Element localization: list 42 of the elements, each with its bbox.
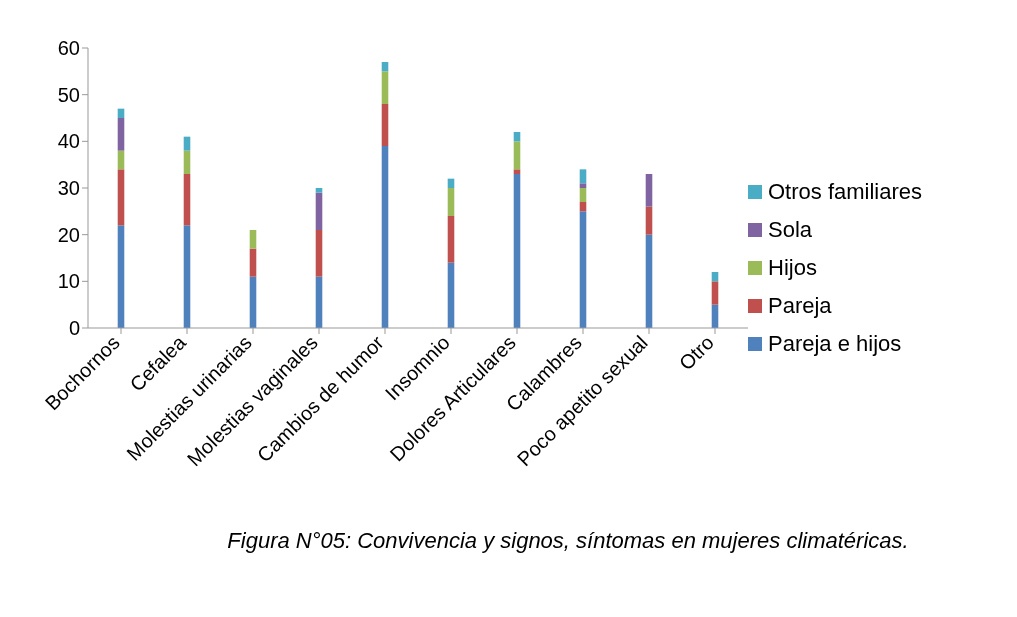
y-tick-label: 50 <box>57 83 80 106</box>
text: Figura N°05: Convivencia y signos, síntomas en mujeres climatéricas. <box>226 528 910 554</box>
bar <box>513 141 521 170</box>
bar <box>183 150 191 174</box>
bar <box>117 169 125 226</box>
y-tick-label: 30 <box>57 177 80 200</box>
legend-label: Hijos <box>768 255 817 281</box>
legend-label: Otros familiares <box>768 179 923 205</box>
bar <box>381 146 389 328</box>
y-tick-label: 10 <box>57 270 80 293</box>
bar <box>579 211 587 328</box>
bar <box>513 169 521 174</box>
bar <box>381 104 389 146</box>
bar <box>645 234 653 328</box>
bar <box>645 206 653 235</box>
bar <box>249 248 257 277</box>
y-tick-label: 60 <box>57 37 80 60</box>
x-tick-label: Otro <box>674 331 718 375</box>
bar <box>579 169 587 184</box>
bar <box>315 188 323 193</box>
bar <box>183 174 191 226</box>
bar <box>249 230 257 249</box>
y-tick-label: 20 <box>57 223 80 246</box>
bar <box>315 230 323 277</box>
bar <box>381 71 389 104</box>
bar <box>447 188 455 216</box>
bar <box>711 281 719 305</box>
bar <box>579 188 587 202</box>
y-tick-label: 40 <box>57 130 80 153</box>
bar <box>447 216 455 263</box>
y-tick-label: 0 <box>68 317 80 340</box>
bar <box>117 118 125 151</box>
bar <box>183 136 191 151</box>
bar <box>579 183 587 188</box>
bar <box>645 174 653 207</box>
bar <box>315 192 323 230</box>
bar <box>117 225 125 328</box>
bar <box>183 225 191 328</box>
bar <box>513 174 521 328</box>
legend-label: Pareja <box>768 293 832 319</box>
legend-label: Pareja e hijos <box>768 331 902 357</box>
legend-label: Sola <box>768 217 813 243</box>
